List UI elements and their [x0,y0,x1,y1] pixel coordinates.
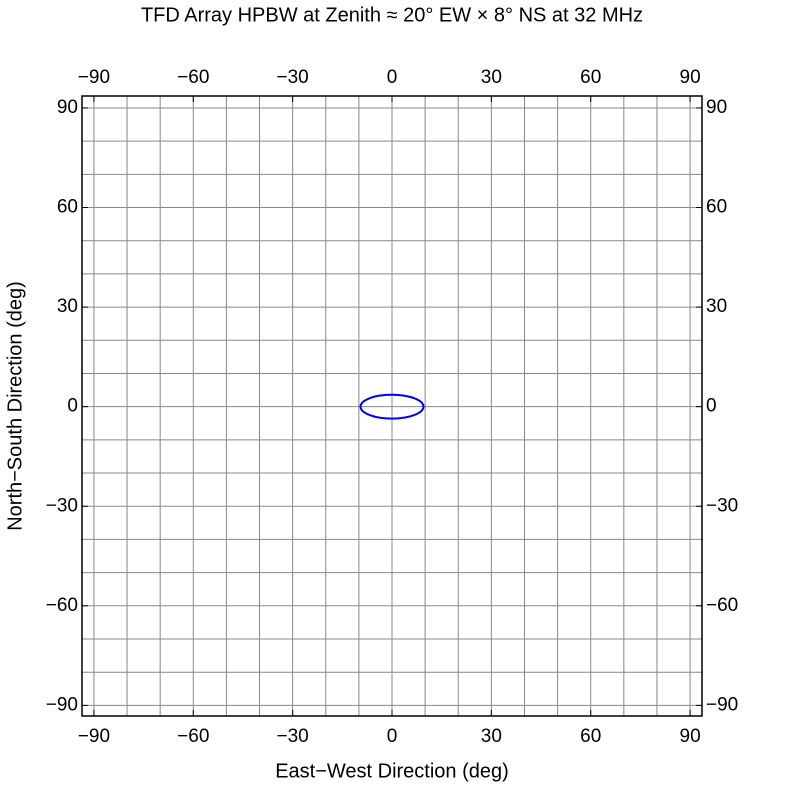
y-tick-label-right: −60 [706,595,738,616]
y-tick-label-right: −30 [706,495,738,516]
x-tick-label: −90 [78,726,110,747]
x-tick-label-top: 30 [481,67,502,88]
y-tick-label-right: 90 [706,97,727,118]
x-tick-label-top: 90 [680,67,701,88]
chart-title: TFD Array HPBW at Zenith ≈ 20° EW × 8° N… [141,4,643,26]
x-tick-label-top: 60 [580,67,601,88]
y-tick-label: −90 [46,694,78,715]
x-axis-label: East−West Direction (deg) [275,760,509,782]
beam-ellipse [359,393,425,420]
x-tick-label: 0 [387,726,398,747]
x-tick-label-top: −30 [277,67,309,88]
y-tick-label: 60 [57,197,78,218]
y-tick-label-right: 60 [706,197,727,218]
y-tick-label: −60 [46,595,78,616]
y-tick-label-right: 30 [706,296,727,317]
x-tick-label: −60 [177,726,209,747]
x-tick-label: 90 [680,726,701,747]
y-tick-label: 0 [67,396,78,417]
x-tick-label: −30 [277,726,309,747]
x-tick-label-top: −60 [177,67,209,88]
y-tick-label: 90 [57,97,78,118]
x-tick-label-top: 0 [387,67,398,88]
y-tick-label: 30 [57,296,78,317]
x-tick-label: 60 [580,726,601,747]
y-tick-label: −30 [46,495,78,516]
x-tick-label: 30 [481,726,502,747]
y-tick-label-right: −90 [706,694,738,715]
y-axis-label: North−South Direction (deg) [4,281,26,531]
x-tick-label-top: −90 [78,67,110,88]
y-tick-label-right: 0 [706,396,717,417]
